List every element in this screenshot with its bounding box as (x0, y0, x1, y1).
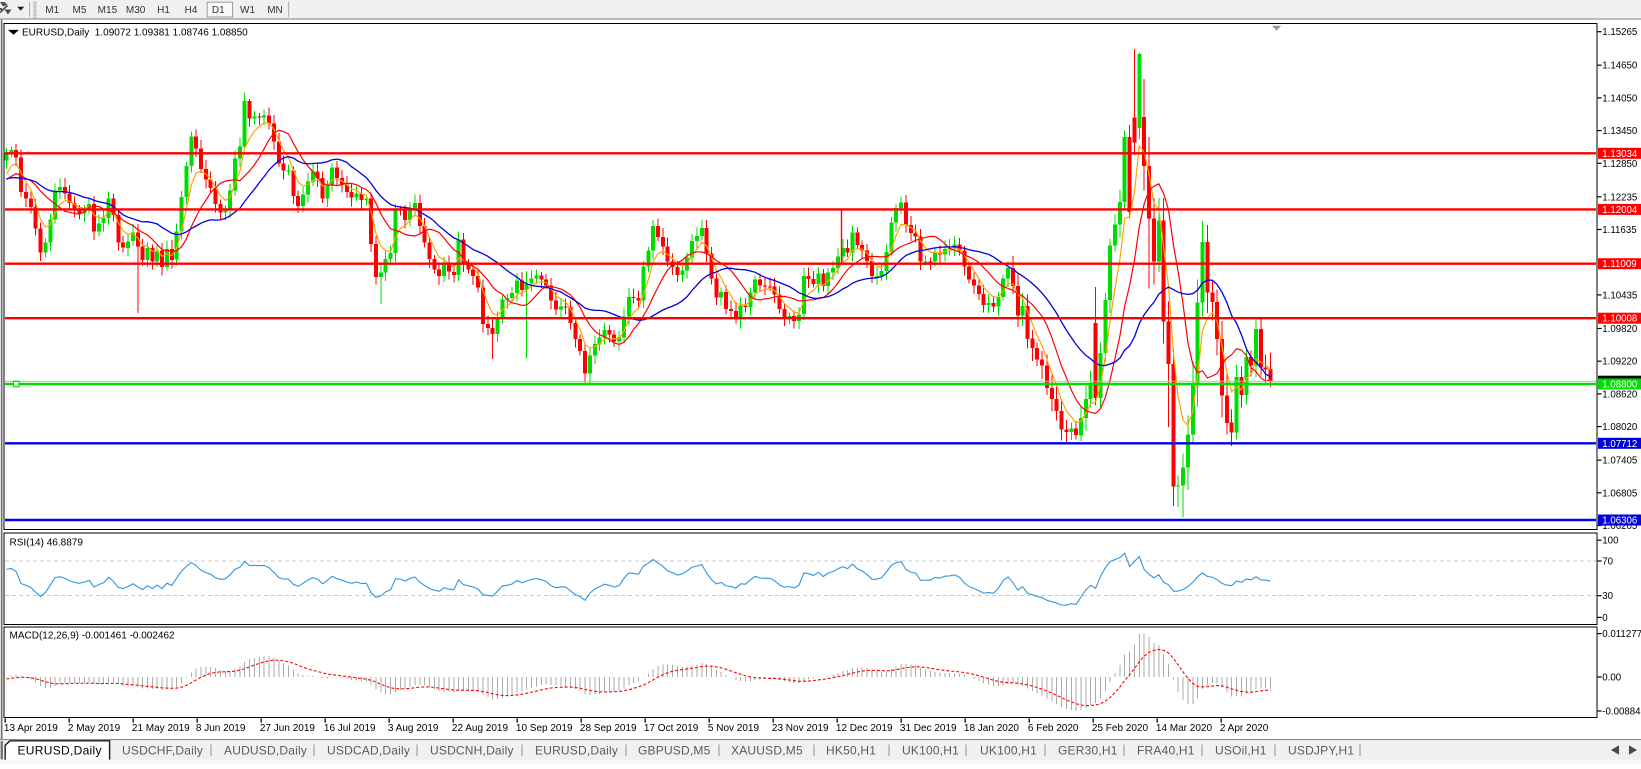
svg-text:-0.008845: -0.008845 (1602, 707, 1641, 718)
svg-text:USDCHF,Daily: USDCHF,Daily (122, 744, 203, 758)
svg-text:31 Dec 2019: 31 Dec 2019 (900, 723, 957, 734)
svg-text:1.13450: 1.13450 (1602, 126, 1638, 137)
svg-text:D1: D1 (212, 5, 225, 16)
svg-text:FRA40,H1: FRA40,H1 (1137, 744, 1195, 758)
svg-text:UK100,H1: UK100,H1 (902, 744, 959, 758)
svg-text:1.11635: 1.11635 (1602, 225, 1636, 236)
svg-text:1.08620: 1.08620 (1602, 389, 1638, 400)
svg-text:5 Nov 2019: 5 Nov 2019 (708, 723, 760, 734)
svg-text:EURUSD,Daily: EURUSD,Daily (18, 744, 102, 758)
svg-text:0.00: 0.00 (1602, 673, 1621, 684)
svg-text:GBPUSD,M5: GBPUSD,M5 (638, 744, 711, 758)
svg-text:14 Mar 2020: 14 Mar 2020 (1156, 723, 1213, 734)
svg-text:1.15265: 1.15265 (1602, 27, 1637, 38)
svg-text:UK100,H1: UK100,H1 (980, 744, 1037, 758)
svg-text:RSI(14) 46.8879: RSI(14) 46.8879 (10, 537, 84, 548)
svg-text:M15: M15 (98, 5, 118, 16)
svg-text:30: 30 (1602, 591, 1613, 602)
svg-text:1.06805: 1.06805 (1602, 488, 1637, 499)
svg-text:100: 100 (1602, 536, 1619, 547)
svg-text:1.14050: 1.14050 (1602, 93, 1638, 104)
svg-text:M5: M5 (73, 5, 87, 16)
svg-text:1.06306: 1.06306 (1602, 516, 1637, 527)
svg-text:22 Aug 2019: 22 Aug 2019 (452, 723, 509, 734)
svg-text:1.10008: 1.10008 (1602, 314, 1637, 325)
svg-text:EURUSD,Daily: EURUSD,Daily (535, 744, 618, 758)
svg-text:1.07405: 1.07405 (1602, 456, 1637, 467)
svg-text:H1: H1 (157, 5, 170, 16)
svg-text:MACD(12,26,9) -0.001461 -0.002: MACD(12,26,9) -0.001461 -0.002462 (10, 631, 176, 642)
svg-text:1.09820: 1.09820 (1602, 324, 1638, 335)
svg-text:2 May 2019: 2 May 2019 (68, 723, 121, 734)
svg-text:1.14650: 1.14650 (1602, 61, 1638, 72)
svg-text:1.08020: 1.08020 (1602, 422, 1638, 433)
svg-text:GER30,H1: GER30,H1 (1058, 744, 1118, 758)
svg-text:1.12004: 1.12004 (1602, 205, 1638, 216)
svg-text:2 Apr 2020: 2 Apr 2020 (1220, 723, 1269, 734)
svg-text:1.12850: 1.12850 (1602, 159, 1638, 170)
svg-text:18 Jan 2020: 18 Jan 2020 (964, 723, 1019, 734)
svg-text:70: 70 (1602, 557, 1613, 568)
svg-text:21 May 2019: 21 May 2019 (132, 723, 190, 734)
svg-text:1.10435: 1.10435 (1602, 290, 1637, 301)
svg-text:W1: W1 (240, 5, 255, 16)
svg-text:1.12235: 1.12235 (1602, 192, 1637, 203)
svg-text:3 Aug 2019: 3 Aug 2019 (388, 723, 439, 734)
svg-text:0: 0 (1602, 613, 1608, 624)
svg-text:HK50,H1: HK50,H1 (826, 744, 876, 758)
svg-text:0.011277: 0.011277 (1602, 629, 1641, 640)
svg-text:12 Dec 2019: 12 Dec 2019 (836, 723, 893, 734)
svg-text:8 Jun 2019: 8 Jun 2019 (196, 723, 246, 734)
svg-text:1.08800: 1.08800 (1602, 380, 1638, 391)
svg-text:1.06205: 1.06205 (1602, 521, 1637, 532)
svg-text:M30: M30 (126, 5, 146, 16)
svg-text:USDJPY,H1: USDJPY,H1 (1288, 744, 1354, 758)
svg-text:25 Feb 2020: 25 Feb 2020 (1092, 723, 1149, 734)
svg-text:USDCNH,Daily: USDCNH,Daily (430, 744, 514, 758)
svg-text:AUDUSD,Daily: AUDUSD,Daily (224, 744, 307, 758)
svg-text:1.07712: 1.07712 (1602, 439, 1637, 450)
svg-text:H4: H4 (185, 5, 198, 16)
svg-text:EURUSD,Daily 1.09072 1.09381: EURUSD,Daily 1.09072 1.09381 1.08746 1.0… (22, 27, 248, 38)
svg-text:10 Sep 2019: 10 Sep 2019 (516, 723, 573, 734)
svg-text:28 Sep 2019: 28 Sep 2019 (580, 723, 637, 734)
svg-text:6 Feb 2020: 6 Feb 2020 (1028, 723, 1079, 734)
svg-text:MN: MN (267, 5, 283, 16)
svg-text:27 Jun 2019: 27 Jun 2019 (260, 723, 315, 734)
svg-text:23 Nov 2019: 23 Nov 2019 (772, 723, 829, 734)
svg-text:1.11009: 1.11009 (1602, 259, 1636, 270)
svg-text:13 Apr 2019: 13 Apr 2019 (4, 723, 58, 734)
svg-text:USDCAD,Daily: USDCAD,Daily (327, 744, 410, 758)
svg-text:1.09220: 1.09220 (1602, 357, 1638, 368)
svg-text:16 Jul 2019: 16 Jul 2019 (324, 723, 376, 734)
svg-text:USOil,H1: USOil,H1 (1215, 744, 1267, 758)
svg-text:M1: M1 (45, 5, 59, 16)
svg-text:1.13034: 1.13034 (1602, 149, 1638, 160)
svg-text:XAUUSD,M5: XAUUSD,M5 (731, 744, 803, 758)
svg-text:17 Oct 2019: 17 Oct 2019 (644, 723, 699, 734)
